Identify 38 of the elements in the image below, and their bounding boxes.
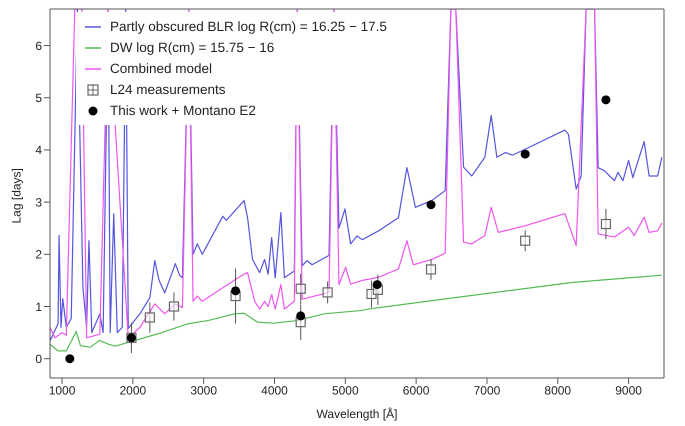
x-tick-label: 9000: [615, 384, 642, 398]
point: [372, 280, 382, 290]
point: [426, 200, 436, 210]
x-tick-label: 5000: [332, 384, 359, 398]
point: [65, 354, 74, 364]
point: [168, 301, 180, 312]
y-axis-title: Lag [days]: [9, 168, 24, 224]
point: [600, 218, 612, 230]
y-tick-label: 3: [35, 195, 42, 210]
x-tick-label: 4000: [261, 384, 288, 398]
legend-label: DW log R(cm) = 15.75 − 16: [110, 40, 274, 55]
legend-label: Combined model: [110, 61, 212, 76]
x-tick-label: 7000: [474, 384, 501, 398]
x-tick-label: 3000: [190, 384, 218, 398]
x-tick-label: 6000: [402, 384, 430, 398]
legend-label: This work + Montano E2: [110, 103, 256, 118]
y-tick-label: 6: [35, 38, 42, 53]
point: [520, 150, 530, 159]
y-tick-label: 2: [35, 248, 42, 262]
x-tick-label: 1000: [48, 384, 76, 398]
point: [231, 286, 240, 296]
point: [322, 287, 333, 298]
legend-label: L24 measurements: [110, 82, 226, 97]
point: [520, 236, 530, 246]
x-axis-title: Wavelength [Å]: [316, 407, 398, 421]
y-tick-label: 5: [35, 90, 42, 105]
legend-label: Partly obscured BLR log R(cm) = 16.25 − 17.5: [110, 19, 387, 34]
x-tick-label: 2000: [120, 384, 147, 398]
point: [426, 264, 436, 275]
point: [144, 312, 155, 323]
y-tick-label: 0: [35, 352, 42, 366]
point: [296, 311, 306, 320]
point: [601, 95, 610, 104]
y-tick-label: 1: [35, 300, 42, 314]
point: [296, 284, 306, 294]
line-series: [50, 274, 662, 352]
y-tick-label: 4: [35, 143, 42, 158]
x-tick-label: 8000: [544, 384, 572, 398]
